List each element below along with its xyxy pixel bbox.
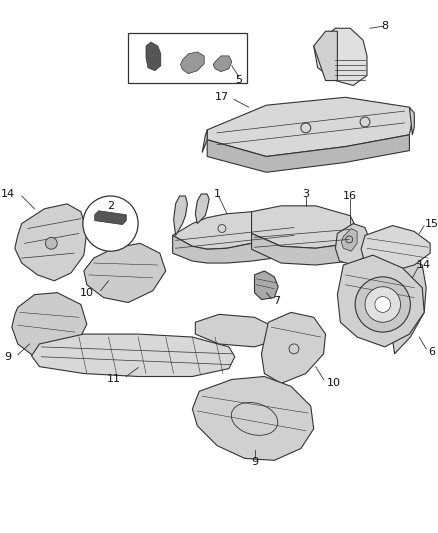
- Circle shape: [365, 287, 400, 322]
- Polygon shape: [173, 212, 304, 249]
- Circle shape: [46, 237, 57, 249]
- Text: 17: 17: [215, 92, 229, 102]
- Polygon shape: [314, 28, 367, 85]
- Polygon shape: [146, 42, 161, 71]
- Text: 16: 16: [343, 191, 357, 201]
- Text: 10: 10: [326, 378, 340, 389]
- Polygon shape: [84, 244, 166, 303]
- Polygon shape: [314, 31, 337, 80]
- Polygon shape: [195, 314, 276, 347]
- Polygon shape: [32, 334, 235, 376]
- Circle shape: [355, 277, 410, 332]
- Polygon shape: [410, 107, 414, 135]
- Text: 14: 14: [417, 260, 431, 270]
- Polygon shape: [12, 293, 87, 357]
- Polygon shape: [15, 204, 87, 281]
- Polygon shape: [361, 225, 430, 271]
- Text: 15: 15: [425, 219, 438, 229]
- Polygon shape: [254, 271, 278, 300]
- Polygon shape: [337, 255, 424, 347]
- Polygon shape: [192, 376, 314, 461]
- Text: 11: 11: [106, 375, 120, 384]
- Text: 3: 3: [302, 189, 309, 199]
- Text: 8: 8: [381, 21, 389, 31]
- Polygon shape: [341, 229, 357, 251]
- Polygon shape: [95, 211, 126, 224]
- Polygon shape: [213, 56, 232, 71]
- Text: 6: 6: [429, 347, 436, 357]
- Polygon shape: [207, 135, 410, 172]
- Text: 7: 7: [273, 295, 280, 305]
- Polygon shape: [173, 196, 187, 236]
- Polygon shape: [202, 130, 207, 152]
- Polygon shape: [251, 206, 357, 248]
- Text: 5: 5: [235, 75, 242, 85]
- Text: 1: 1: [214, 189, 221, 199]
- Polygon shape: [261, 312, 325, 383]
- Polygon shape: [195, 194, 209, 223]
- Polygon shape: [391, 258, 426, 354]
- Text: 9: 9: [4, 352, 11, 362]
- Polygon shape: [207, 98, 412, 157]
- Circle shape: [375, 296, 391, 312]
- Text: 2: 2: [107, 201, 114, 211]
- Bar: [128, 33, 247, 83]
- Polygon shape: [180, 52, 204, 74]
- Text: 14: 14: [1, 189, 15, 199]
- Text: 9: 9: [251, 457, 258, 467]
- Polygon shape: [336, 223, 370, 265]
- Polygon shape: [251, 233, 350, 265]
- Text: 10: 10: [80, 288, 94, 297]
- Circle shape: [83, 196, 138, 251]
- Polygon shape: [173, 236, 296, 263]
